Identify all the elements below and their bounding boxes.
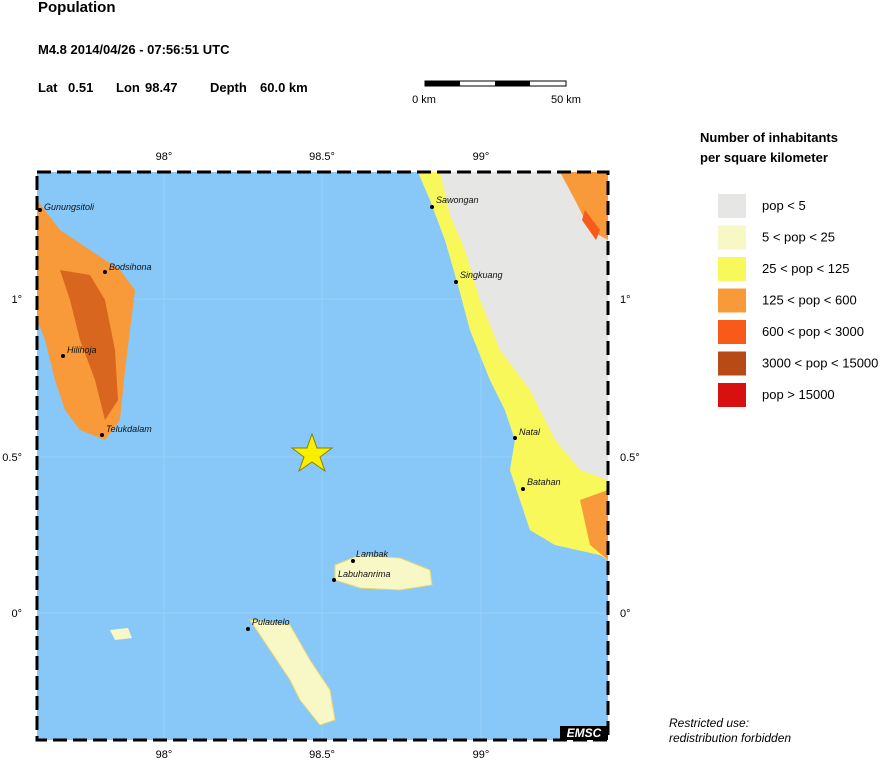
y-tick-label: 0.5° [2, 452, 22, 464]
y-tick-label: 0.5° [620, 452, 640, 464]
place: Singkuang [460, 270, 503, 280]
legend-swatch [718, 351, 746, 376]
legend-swatch [718, 194, 746, 218]
place: Telukdalam [106, 424, 152, 434]
place: Hilihoja [67, 345, 97, 355]
watermark: EMSC [567, 726, 602, 740]
x-tick-label: 98.5° [309, 151, 335, 163]
legend-swatch [718, 257, 746, 281]
legend-label: pop < 5 [762, 198, 806, 213]
scale-start: 0 km [412, 94, 436, 106]
place: Labuhanrima [338, 569, 391, 579]
legend-label: 125 < pop < 600 [762, 293, 857, 308]
title: Population [38, 0, 116, 16]
depth: 60.0 km [260, 80, 308, 95]
legend-label: 5 < pop < 25 [762, 230, 835, 245]
place-labels: Gunungsitoli Bodsihona Hilihoja Telukdal… [38, 195, 561, 631]
legend: Number of inhabitants per square kilomet… [700, 130, 878, 407]
footer-line: redistribution forbidden [669, 731, 791, 745]
place: Gunungsitoli [44, 202, 95, 212]
scale-end: 50 km [551, 94, 581, 106]
epicenter [290, 432, 334, 473]
place: Pulautelo [252, 617, 290, 627]
y-tick-label: 0° [11, 608, 22, 620]
legend-swatch [718, 320, 746, 344]
event: M4.8 2014/04/26 - 07:56:51 UTC [38, 42, 230, 57]
lat: 0.51 [68, 80, 93, 95]
small-island [110, 628, 132, 640]
legend-title: Number of inhabitants [700, 130, 838, 145]
y-tick-label: 1° [11, 294, 22, 306]
legend-swatch [718, 288, 746, 313]
x-tick-label: 98.5° [309, 749, 335, 761]
lat-label: Lat [38, 80, 58, 95]
legend-swatch [718, 225, 746, 250]
footer-line: Restricted use: [669, 716, 749, 730]
batu-island [334, 554, 433, 591]
legend-swatch [718, 383, 746, 407]
lon: 98.47 [145, 80, 178, 95]
legend-label: 600 < pop < 3000 [762, 324, 864, 339]
legend-title: per square kilometer [700, 150, 828, 165]
legend-label: 3000 < pop < 15000 [762, 356, 878, 371]
sumatra-coast [418, 172, 608, 560]
x-tick-label: 98° [156, 151, 173, 163]
place: Natal [519, 427, 541, 437]
pini-island [248, 619, 336, 726]
depth-label: Depth [210, 80, 247, 95]
axis-labels: 98° 98.5° 99° 98° 98.5° 99° 1° 0.5° 0° 1… [2, 151, 639, 761]
lon-label: Lon [116, 80, 140, 95]
x-tick-label: 99° [473, 151, 490, 163]
y-tick-label: 1° [620, 294, 631, 306]
y-tick-label: 0° [620, 608, 631, 620]
map: Gunungsitoli Bodsihona Hilihoja Telukdal… [35, 170, 610, 742]
x-tick-label: 98° [156, 749, 173, 761]
place: Bodsihona [109, 262, 152, 272]
scale-bar: 0 km 50 km [412, 80, 581, 106]
place: Lambak [356, 549, 389, 559]
place: Batahan [527, 477, 561, 487]
legend-label: pop > 15000 [762, 387, 835, 402]
place: Sawongan [436, 195, 479, 205]
x-tick-label: 99° [473, 749, 490, 761]
legend-label: 25 < pop < 125 [762, 261, 849, 276]
